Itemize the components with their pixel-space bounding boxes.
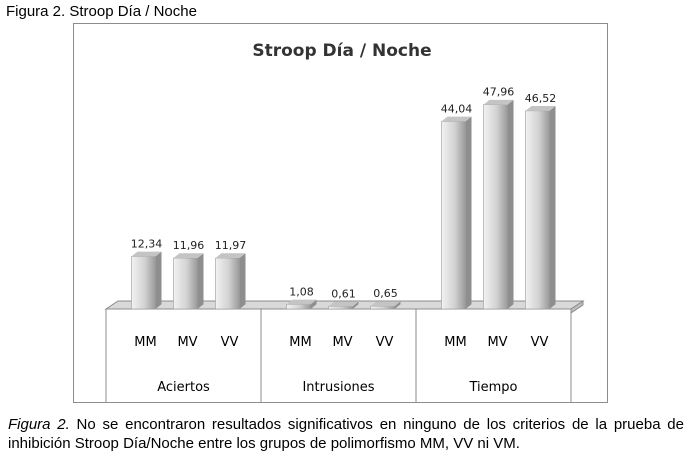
bar-top	[328, 301, 359, 307]
bar-intrusiones-vv	[370, 305, 395, 310]
category-label: MV	[332, 335, 352, 350]
chart-title: Stroop Día / Noche	[252, 41, 431, 61]
bar-side	[310, 299, 317, 309]
data-label: 0,61	[331, 287, 356, 300]
bar-chart: Stroop Día / Noche 12,34 MM 11,96 MV 11,97 VV…	[104, 41, 585, 402]
bar-side	[549, 106, 556, 309]
bar-top	[370, 301, 401, 307]
data-label: 46,52	[525, 92, 557, 105]
bar-aciertos-mv	[173, 257, 198, 310]
category-label: VV	[221, 335, 239, 350]
group-label: Intrusiones	[302, 380, 374, 395]
bar-tiempo-mv	[483, 104, 508, 310]
bar-top	[483, 99, 514, 105]
category-label: VV	[376, 335, 394, 350]
bar-side	[197, 253, 204, 309]
bar-top	[173, 253, 204, 259]
data-label: 1,08	[289, 285, 314, 298]
chart-plot-area: 12,34 MM 11,96 MV 11,97 VV Aciertos 1,08 MM 0,61 M…	[104, 86, 585, 402]
bar-side	[352, 301, 359, 309]
bar-side	[155, 251, 162, 309]
data-label: 44,04	[441, 102, 473, 115]
data-label: 47,96	[483, 86, 515, 99]
category-label: MM	[289, 335, 311, 350]
bar-top	[286, 299, 317, 305]
caption-lead: Figura 2.	[8, 416, 70, 433]
data-label: 0,65	[373, 287, 398, 300]
bar-top	[131, 251, 162, 257]
category-label: MV	[487, 335, 507, 350]
bar-intrusiones-mm	[286, 304, 311, 310]
bar-side	[394, 301, 401, 309]
category-label: MM	[444, 335, 466, 350]
bar-side	[239, 253, 246, 309]
bar-side	[507, 99, 514, 309]
category-label: VV	[531, 335, 549, 350]
bar-aciertos-vv	[215, 257, 240, 310]
chart-frame: Stroop Día / Noche 12,34 MM 11,96 MV 11,97 VV…	[73, 23, 608, 403]
data-label: 12,34	[131, 237, 163, 250]
bar-intrusiones-mv	[328, 306, 353, 310]
bar-top	[441, 116, 472, 122]
figure-caption: Figura 2. No se encontraron resultados s…	[8, 415, 684, 453]
group-label: Tiempo	[468, 380, 517, 395]
bar-top	[215, 253, 246, 259]
group-label: Aciertos	[157, 380, 210, 395]
category-label: MM	[134, 335, 156, 350]
data-label: 11,97	[215, 239, 247, 252]
bar-tiempo-mm	[441, 121, 466, 310]
bar-aciertos-mm	[131, 256, 156, 310]
bar-tiempo-vv	[525, 110, 550, 310]
category-label: MV	[177, 335, 197, 350]
data-label: 11,96	[173, 239, 205, 252]
bar-top	[525, 106, 556, 111]
bar-side	[465, 116, 472, 309]
figure-label: Figura 2. Stroop Día / Noche	[6, 3, 197, 20]
caption-text: No se encontraron resultados significati…	[8, 416, 684, 452]
